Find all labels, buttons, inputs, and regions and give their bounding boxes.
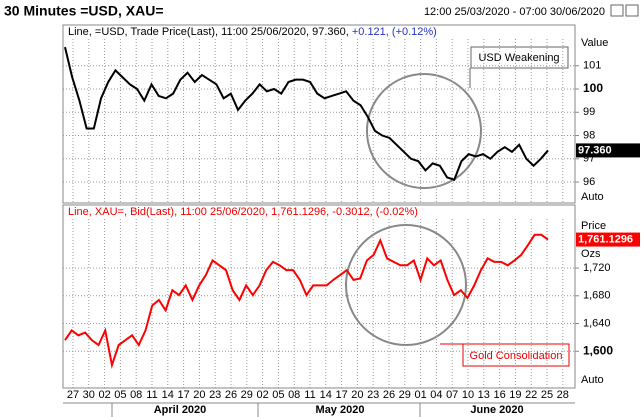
y-tick-label: 99 (583, 106, 595, 118)
x-tick-label: 10 (462, 389, 474, 401)
header-change: +0.121, (+0.12%) (352, 26, 437, 38)
annotation: USD Weakening (478, 52, 559, 64)
x-tick-label: 26 (383, 389, 395, 401)
x-tick-label: 20 (193, 389, 205, 401)
auto-button[interactable]: Auto (581, 191, 604, 203)
x-tick-label: 11 (146, 389, 157, 401)
x-tick-label: 02 (256, 389, 268, 401)
month-label: May 2020 (316, 404, 365, 416)
settings-icon[interactable] (610, 4, 624, 17)
last-value-box (576, 143, 640, 158)
x-tick-label: 14 (320, 389, 332, 401)
panel-frame (62, 204, 576, 389)
x-tick-label: 17 (335, 389, 347, 401)
highlight-circle (345, 224, 467, 346)
x-tick-label: 01 (414, 389, 426, 401)
x-tick-label: 16 (493, 389, 505, 401)
x-tick-label: 20 (351, 389, 363, 401)
axis-unit: Ozs (581, 248, 601, 260)
menu-icon[interactable] (625, 4, 639, 17)
x-tick-label: 07 (446, 389, 458, 401)
x-tick-label: 30 (83, 389, 95, 401)
series-line (64, 46, 549, 181)
x-tick-label: 19 (509, 389, 521, 401)
panel-frame (62, 24, 576, 204)
auto-button[interactable]: Auto (581, 374, 604, 386)
x-tick-label: 05 (272, 389, 284, 401)
series-header: Line, XAU=, Bid(Last), 11:00 25/06/2020,… (68, 206, 418, 218)
x-tick-label: 29 (399, 389, 411, 401)
last-value-label: 97.360 (578, 144, 612, 156)
x-tick-label: 11 (304, 389, 315, 401)
y-tick-label: 1,720 (583, 262, 611, 274)
last-value-box (576, 232, 640, 247)
x-tick-label: 04 (430, 389, 442, 401)
header-text: Line, =USD, Trade Price(Last), 11:00 25/… (68, 26, 349, 38)
x-tick-label: 26 (225, 389, 237, 401)
x-tick-label: 27 (67, 389, 79, 401)
axis-title: Value (581, 37, 608, 49)
x-tick-label: 08 (130, 389, 142, 401)
x-tick-label: 23 (367, 389, 379, 401)
annotation-box (470, 46, 569, 69)
y-tick-label: 100 (583, 81, 603, 95)
annotation-box (462, 343, 570, 367)
page-title: 30 Minutes =USD, XAU= (4, 3, 164, 19)
x-tick-label: 28 (557, 389, 569, 401)
series-line (64, 233, 549, 370)
x-tick-label: 25 (541, 389, 553, 401)
y-tick-label: 98 (583, 129, 595, 141)
x-tick-label: 08 (288, 389, 300, 401)
y-tick-label: 1,600 (583, 343, 613, 357)
annotation: Gold Consolidation (470, 350, 563, 362)
x-tick-label: 02 (98, 389, 110, 401)
axis-title: Price (581, 220, 606, 232)
x-tick-label: 14 (162, 389, 174, 401)
x-tick-label: 17 (177, 389, 189, 401)
x-tick-label: 22 (525, 389, 537, 401)
y-tick-label: 101 (583, 60, 601, 72)
y-tick-label: 1,680 (583, 290, 611, 302)
highlight-circle (366, 73, 482, 189)
x-tick-label: 05 (114, 389, 126, 401)
y-tick-label: 96 (583, 176, 595, 188)
x-tick-label: 13 (478, 389, 490, 401)
last-value-label: 1,761.1296 (578, 233, 633, 245)
date-range: 12:00 25/03/2020 - 07:00 30/06/2020 (424, 6, 605, 18)
x-tick-label: 23 (209, 389, 221, 401)
series-header: Line, =USD, Trade Price(Last), 11:00 25/… (68, 26, 437, 38)
month-label: June 2020 (470, 404, 523, 416)
month-label: April 2020 (154, 404, 207, 416)
y-tick-label: 1,640 (583, 317, 611, 329)
x-tick-label: 29 (241, 389, 253, 401)
